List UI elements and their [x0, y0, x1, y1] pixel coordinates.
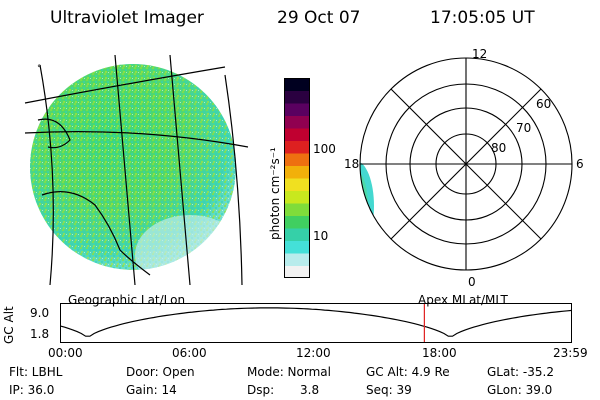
instrument-title: Ultraviolet Imager: [50, 8, 204, 28]
info-dsp-value: 3.8: [300, 383, 320, 397]
info-glon: GLon: 39.0: [487, 383, 553, 397]
colorbar-swatch: [284, 178, 310, 191]
altitude-frame: [60, 303, 572, 343]
colorbar-swatch: [284, 215, 310, 229]
altitude-plot: [60, 303, 572, 343]
colorbar: [284, 78, 310, 278]
geographic-image: °: [24, 55, 249, 285]
altitude-curve: [60, 307, 572, 337]
info-ip: IP: 36.0: [9, 383, 55, 397]
x-tick-1800: 18:00: [422, 346, 457, 360]
altitude-ymax: 9.0: [30, 306, 50, 320]
polar-hour-0: 0: [468, 275, 476, 289]
colorbar-swatch: [284, 203, 310, 216]
x-tick-0600: 06:00: [172, 346, 207, 360]
x-tick-1200: 12:00: [296, 346, 331, 360]
info-filter: Flt: LBHL: [9, 365, 63, 379]
colorbar-tick-10: 10: [313, 229, 329, 243]
colorbar-swatch: [284, 265, 310, 278]
info-gain: Gain: 14: [126, 383, 177, 397]
polar-hour-12: 12: [472, 47, 487, 61]
colorbar-unit-label: photon cm⁻²s⁻¹: [268, 147, 282, 240]
colorbar-swatch: [284, 153, 310, 166]
colorbar-frame: [284, 78, 310, 278]
map-tiny-marker: °: [37, 64, 42, 74]
x-tick-2359: 23:59: [553, 346, 588, 360]
info-seq: Seq: 39: [366, 383, 412, 397]
time-label: 17:05:05 UT: [430, 8, 535, 28]
colorbar-swatch: [284, 103, 310, 116]
colorbar-swatch: [284, 253, 310, 266]
colorbar-swatch: [284, 90, 310, 104]
colorbar-swatch: [284, 140, 310, 154]
colorbar-swatch: [284, 240, 310, 254]
date-label: 29 Oct 07: [277, 8, 361, 28]
altitude-ymin: 1.8: [30, 327, 50, 341]
info-gc-alt: GC Alt: 4.9 Re: [366, 365, 450, 379]
info-dsp-label: Dsp:: [247, 383, 275, 397]
altitude-ylabel: GC Alt: [2, 306, 16, 344]
polar-lat-80: 80: [491, 141, 506, 155]
colorbar-swatch: [284, 115, 310, 129]
graticule: [24, 55, 249, 285]
colorbar-swatch: [284, 190, 310, 204]
polar-hour-6: 6: [576, 157, 584, 171]
info-mode: Mode: Normal: [247, 365, 331, 379]
colorbar-swatch: [284, 165, 310, 179]
colorbar-swatch: [284, 128, 310, 141]
info-glat: GLat: -35.2: [487, 365, 554, 379]
polar-grid: [359, 57, 573, 271]
colorbar-swatch: [284, 228, 310, 241]
colorbar-swatch: [284, 78, 310, 91]
colorbar-tick-100: 100: [313, 142, 336, 156]
polar-hour-18: 18: [344, 157, 359, 171]
polar-lat-60: 60: [536, 97, 551, 111]
x-tick-0000: 00:00: [48, 346, 83, 360]
polar-plot: 12 0 18 6 60 70 80: [344, 47, 584, 289]
info-door: Door: Open: [126, 365, 195, 379]
polar-lat-70: 70: [516, 121, 531, 135]
